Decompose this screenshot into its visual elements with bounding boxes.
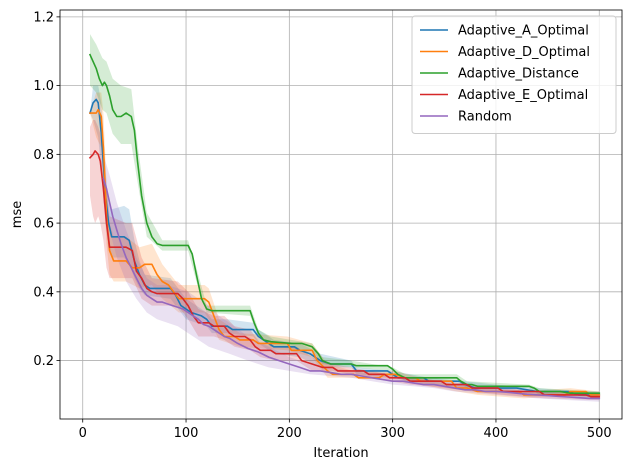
x-tick-label-3: 300 (380, 426, 405, 441)
line-adaptive-e-optimal (88, 150, 601, 398)
axis-ticks: 0 100 200 300 400 500 0.2 0.4 0.6 0.8 1.0 1.2 (33, 10, 611, 441)
band-adaptive-a-optimal (90, 85, 600, 399)
x-tick-label-0: 0 (79, 426, 87, 441)
line-random (102, 177, 601, 400)
legend-label-4: Random (458, 110, 512, 125)
legend: Adaptive_A_Optimal Adaptive_D_Optimal Adap… (411, 15, 617, 134)
confidence-bands (90, 34, 600, 402)
y-tick-label-0: 0.2 (33, 354, 54, 369)
y-tick-label-3: 0.8 (33, 148, 54, 163)
legend-label-0: Adaptive_A_Optimal (458, 24, 589, 39)
legend-label-1: Adaptive_D_Optimal (458, 45, 590, 60)
legend-entries: Adaptive_A_Optimal Adaptive_D_Optimal Adap… (420, 24, 590, 125)
band-adaptive-d-optimal (90, 92, 600, 399)
plot-area-frame (59, 9, 623, 420)
band-adaptive-e-optimal (90, 120, 600, 401)
x-tick-label-2: 200 (277, 426, 302, 441)
y-axis-label: mse (10, 201, 25, 228)
y-tick-label-5: 1.2 (33, 10, 54, 25)
legend-label-2: Adaptive_Distance (458, 67, 579, 82)
x-tick-label-4: 400 (484, 426, 509, 441)
legend-label-3: Adaptive_E_Optimal (458, 88, 588, 103)
y-tick-label-1: 0.4 (33, 285, 54, 300)
legend-box (411, 15, 617, 134)
series-lines (88, 53, 601, 400)
x-tick-label-5: 500 (587, 426, 612, 441)
x-tick-label-1: 100 (174, 426, 199, 441)
band-random (103, 154, 600, 402)
line-adaptive-distance (88, 53, 601, 395)
y-tick-label-2: 0.6 (33, 217, 54, 232)
y-tick-label-4: 1.0 (33, 79, 54, 94)
x-axis-label: Iteration (313, 446, 368, 461)
